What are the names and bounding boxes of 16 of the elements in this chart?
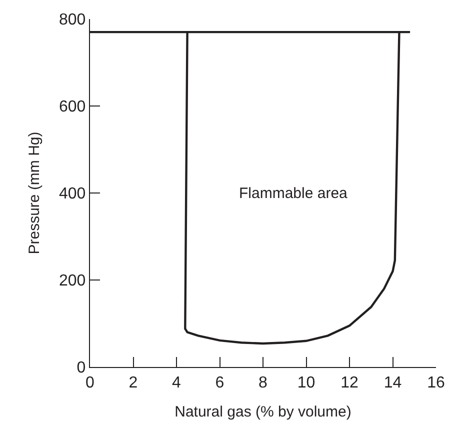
y-axis-title: Pressure (mm Hg)	[26, 132, 44, 254]
x-axis-title: Natural gas (% by volume)	[174, 403, 352, 420]
y-tick-label: 400	[58, 186, 86, 203]
x-tick-label: 16	[427, 374, 445, 392]
annotation: Flammable area	[239, 185, 348, 202]
x-tick-label: 12	[340, 374, 358, 392]
y-tick-label: 600	[58, 98, 86, 116]
y-tick-label: 800	[58, 12, 86, 29]
x-tick-label: 8	[258, 374, 268, 392]
x-tick-label: 6	[215, 374, 224, 392]
x-tick-label: 4	[172, 374, 182, 392]
y-tick-label: 0	[76, 360, 86, 377]
y-tick-label: 200	[58, 272, 86, 290]
x-tick-label: 2	[128, 374, 138, 392]
x-tick-label: 14	[384, 374, 402, 392]
x-tick-label: 10	[297, 374, 316, 392]
